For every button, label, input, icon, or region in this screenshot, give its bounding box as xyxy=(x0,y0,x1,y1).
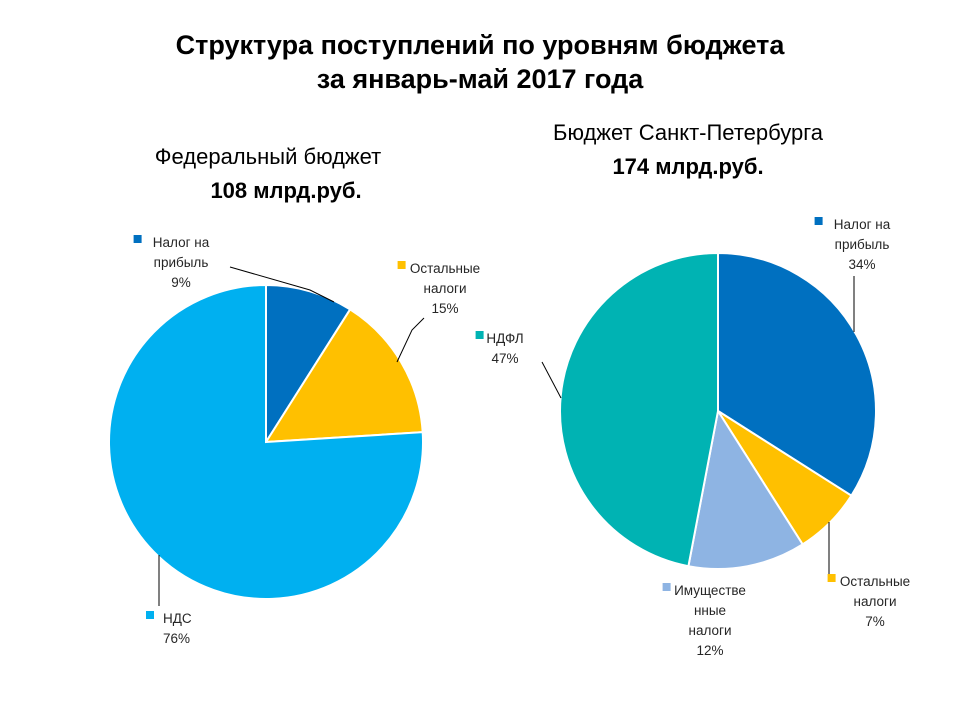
spb-chart-title: Бюджет Санкт-Петербурга xyxy=(553,120,823,145)
federal-leader-line-налог-на-прибыль xyxy=(229,266,335,303)
spb-value-label-имущественные-налоги: 12% xyxy=(696,643,723,658)
spb-legend-marker-имущественные-налоги xyxy=(662,583,671,591)
federal-category-label-налог-на-прибыль: Налог на xyxy=(153,235,210,250)
federal-pie: Налог на прибыль 9% Остальные налоги 15% НДС 76… xyxy=(108,235,480,646)
federal-legend-marker-ндс xyxy=(146,611,154,619)
spb-category-label-имущественные-налоги: Имуществе xyxy=(674,583,746,598)
federal-value-label-остальные-налоги: 15% xyxy=(431,301,458,316)
spb-category-label-ндфл: НДФЛ xyxy=(486,331,523,346)
federal-category-label-остальные-налоги: налоги xyxy=(424,281,467,296)
spb-category-label-налог-на-прибыль: Налог на xyxy=(834,217,891,232)
federal-chart-heading: Федеральный бюджет 108 млрд.руб. xyxy=(108,140,428,208)
federal-value-label-ндс: 76% xyxy=(163,631,190,646)
spb-slice-ндфл xyxy=(559,251,719,568)
spb-pie: Налог на прибыль 34% Остальные налоги 7% Имуще… xyxy=(475,217,910,658)
federal-category-label-ндс: НДС xyxy=(163,611,192,626)
page-title-line2: за январь-май 2017 года xyxy=(316,64,644,94)
spb-data-label-остальные-налоги: Остальные налоги 7% xyxy=(827,574,910,629)
spb-legend-marker-налог-на-прибыль xyxy=(814,217,823,225)
page-title: Структура поступлений по уровням бюджета… xyxy=(0,28,960,96)
federal-legend-marker-остальные-налоги xyxy=(397,261,406,269)
federal-slice-налог-на-прибыль xyxy=(265,283,352,446)
federal-chart-amount: 108 млрд.руб. xyxy=(210,178,362,203)
spb-data-label-имущественные-налоги: Имуществе нные налоги 12% xyxy=(662,583,746,658)
spb-legend-marker-ндфл xyxy=(475,331,484,339)
spb-legend-marker-остальные-налоги xyxy=(827,574,836,582)
federal-chart-title: Федеральный бюджет xyxy=(154,144,382,169)
federal-category-label-остальные-налоги: Остальные xyxy=(410,261,480,276)
spb-value-label-налог-на-прибыль: 34% xyxy=(848,257,875,272)
spb-chart-heading: Бюджет Санкт-Петербурга 174 млрд.руб. xyxy=(528,116,848,184)
federal-data-label-ндс: НДС 76% xyxy=(146,611,192,646)
federal-category-label-налог-на-прибыль: прибыль xyxy=(154,255,209,270)
federal-value-label-налог-на-прибыль: 9% xyxy=(171,275,191,290)
spb-leader-line-ндфл xyxy=(541,361,562,399)
page-title-line1: Структура поступлений по уровням бюджета xyxy=(175,30,785,60)
spb-category-label-налог-на-прибыль: прибыль xyxy=(835,237,890,252)
spb-data-label-ндфл: НДФЛ 47% xyxy=(475,331,524,366)
spb-slice-имущественные-налоги xyxy=(687,408,805,570)
spb-category-label-остальные-налоги: налоги xyxy=(854,594,897,609)
spb-category-label-остальные-налоги: Остальные xyxy=(840,574,910,589)
spb-value-label-остальные-налоги: 7% xyxy=(865,614,885,629)
spb-category-label-имущественные-налоги: нные xyxy=(694,603,726,618)
federal-slice-остальные-налоги xyxy=(264,308,424,444)
federal-data-label-остальные-налоги: Остальные налоги 15% xyxy=(397,261,480,316)
federal-legend-marker-налог-на-прибыль xyxy=(133,235,142,243)
spb-chart-amount: 174 млрд.руб. xyxy=(612,154,764,179)
federal-data-label-налог-на-прибыль: Налог на прибыль 9% xyxy=(133,235,210,290)
spb-data-label-налог-на-прибыль: Налог на прибыль 34% xyxy=(814,217,891,272)
spb-category-label-имущественные-налоги: налоги xyxy=(689,623,732,638)
spb-value-label-ндфл: 47% xyxy=(491,351,518,366)
federal-leader-line-остальные-налоги xyxy=(396,317,425,363)
